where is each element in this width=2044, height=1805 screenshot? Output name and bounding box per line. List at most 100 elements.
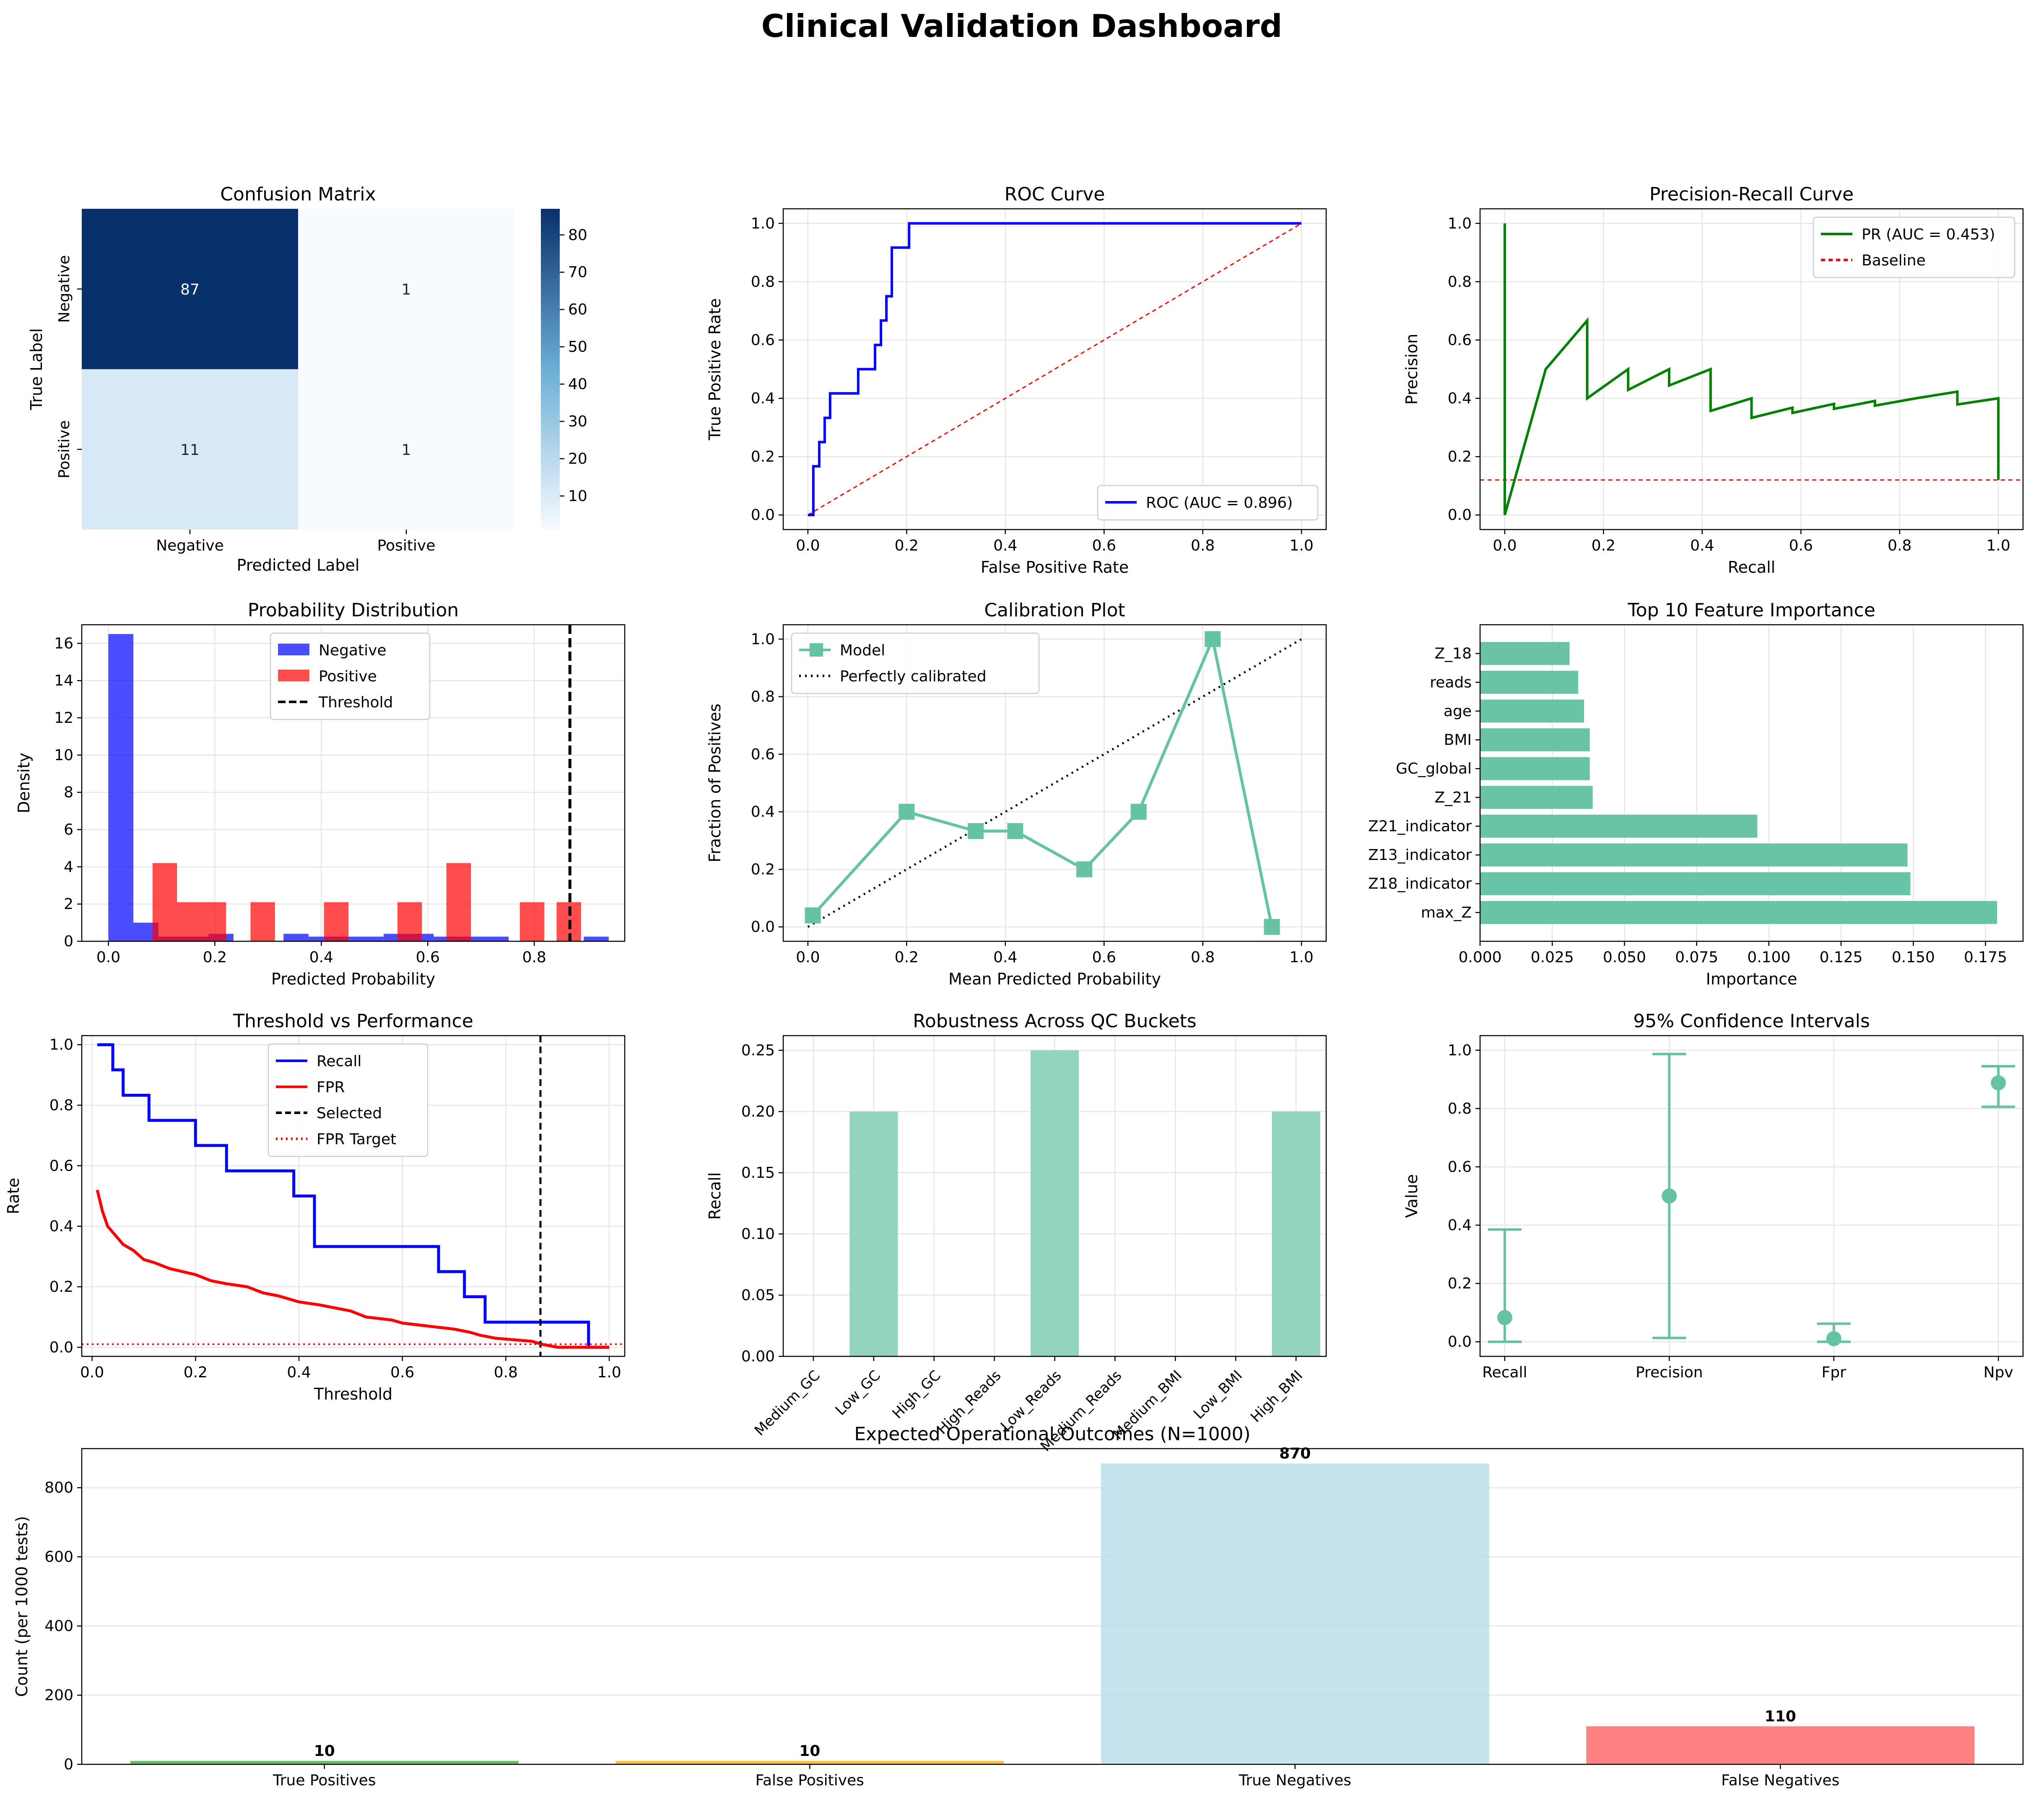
colorbar-tick-label: 60 [568, 301, 587, 318]
outcome-label: False Negatives [1721, 1772, 1839, 1789]
ci-point [1991, 1075, 2006, 1091]
y-tick-label: 0.25 [741, 1042, 775, 1059]
y-tick-label: 0.6 [49, 1157, 73, 1174]
feature-label: BMI [1444, 732, 1472, 749]
x-axis-label: Mean Predicted Probability [948, 970, 1161, 988]
y-tick-label: 0.0 [751, 506, 775, 524]
y-tick-label: 0.2 [1448, 1275, 1472, 1292]
legend-marker [810, 643, 823, 657]
x-tick-label: 0.2 [184, 1364, 208, 1381]
x-tick-label: Negative [156, 537, 224, 554]
pr-curve [1503, 223, 2000, 516]
y-tick-label: 0.0 [49, 1339, 73, 1356]
y-axis-label: Rate [4, 1178, 23, 1214]
outcome-bar [616, 1761, 1004, 1764]
hist-bar [283, 934, 309, 941]
feature-label: max_Z [1421, 904, 1472, 921]
x-tick-label: 0.8 [1191, 537, 1215, 554]
importance-bar [1480, 901, 1997, 924]
x-tick-label: 1.0 [1290, 537, 1314, 554]
y-tick-label: 1.0 [751, 215, 775, 232]
feature-label: Z21_indicator [1368, 818, 1472, 835]
dashboard-title: Clinical Validation Dashboard [761, 8, 1283, 44]
y-tick-label: 0.10 [741, 1226, 775, 1243]
y-tick-label: 0.2 [751, 861, 775, 878]
calibration-point [899, 804, 915, 820]
y-tick-label: 4 [64, 858, 73, 875]
x-tick-label: 0.0 [1493, 537, 1517, 554]
colorbar-tick-label: 30 [568, 413, 587, 430]
recall-bar [1272, 1112, 1320, 1356]
x-axis-label: Importance [1706, 970, 1797, 988]
hist-bar [519, 902, 545, 941]
chart-4: 0.0 0.2 0.4 0.6 0.8 1.0 0.0 0.2 0.4 0.6 0.8 1.0 Mode… [751, 624, 1327, 966]
axes-frame [1479, 624, 2024, 942]
x-axis-label: Threshold [314, 1385, 392, 1403]
feature-label: Z13_indicator [1368, 847, 1472, 864]
chart-9: 10 True Positives 10 False Positives 870 True… [44, 1445, 2024, 1789]
colorbar-tick-label: 50 [568, 338, 587, 356]
outcome-bar [1586, 1726, 1975, 1764]
x-tick-label: 0.0 [796, 949, 820, 966]
y-tick-label: 0.4 [1448, 1217, 1472, 1234]
outcome-value-label: 10 [314, 1743, 335, 1760]
chart-title: 95% Confidence Intervals [1633, 1010, 1870, 1032]
outcome-label: True Negatives [1239, 1772, 1351, 1789]
chart-6: 0.0 0.2 0.4 0.6 0.8 1.0 0.0 0.2 0.4 0.6 0.8 1.0 Reca… [49, 1035, 626, 1381]
calibration-point [1007, 823, 1023, 839]
importance-bar [1480, 757, 1590, 780]
hist-bar [177, 902, 202, 941]
y-tick-label: 0.4 [751, 803, 775, 821]
y-axis-label: Recall [706, 1172, 724, 1220]
calibration-point [1130, 804, 1147, 820]
recall-bar [849, 1112, 898, 1356]
x-axis-label: Recall [1728, 558, 1775, 577]
chart-title: Calibration Plot [984, 600, 1125, 621]
y-tick-label: 16 [54, 635, 73, 652]
feature-label: age [1444, 703, 1472, 720]
legend-label: Threshold [318, 694, 393, 711]
axes-frame [782, 208, 1327, 530]
x-tick-label: 0.8 [522, 949, 546, 966]
metric-label: Precision [1636, 1364, 1703, 1381]
importance-bar [1480, 642, 1570, 665]
y-tick-label: 2 [64, 896, 73, 913]
matrix-cell [298, 209, 514, 369]
matrix-cell [82, 209, 298, 369]
chart-1: 0.0 0.2 0.4 0.6 0.8 1.0 0.0 0.2 0.4 0.6 0.8 1.0 ROC … [751, 208, 1327, 554]
x-tick-label: 0.6 [416, 949, 440, 966]
legend-box [1097, 485, 1319, 521]
x-tick-label: 0.2 [895, 537, 919, 554]
hist-bar [152, 863, 177, 941]
x-tick-label: 0.2 [895, 949, 919, 966]
calibration-point [1076, 861, 1093, 878]
x-tick-label: 0.6 [390, 1364, 414, 1381]
cell-value: 87 [180, 281, 200, 298]
chart-2: 0.0 0.2 0.4 0.6 0.8 1.0 0.0 0.2 0.4 0.6 0.8 1.0 PR (… [1448, 208, 2024, 554]
feature-label: GC_global [1396, 760, 1472, 777]
feature-label: Z_18 [1435, 645, 1472, 662]
chart-title: Top 10 Feature Importance [1627, 600, 1875, 621]
x-tick-label: 0.175 [1964, 949, 2007, 966]
y-tick-label: 0.0 [751, 919, 775, 936]
y-tick-label: 0.6 [1448, 1158, 1472, 1176]
recall-curve [97, 1043, 609, 1349]
hist-bar [324, 902, 349, 941]
metric-label: Recall [1482, 1364, 1527, 1381]
x-axis-label: Predicted Label [237, 556, 360, 574]
y-tick-label: 8 [64, 784, 73, 801]
y-tick-label: 0.05 [741, 1287, 775, 1304]
colorbar [541, 209, 560, 530]
legend-label: Recall [317, 1053, 361, 1070]
importance-bar [1480, 699, 1584, 723]
metric-label: Fpr [1822, 1364, 1847, 1381]
hist-bar [358, 936, 384, 941]
outcome-label: True Positives [273, 1772, 376, 1789]
axes-frame [782, 624, 1327, 942]
chart-title: Probability Distribution [248, 600, 459, 621]
x-tick-label: 0.0 [80, 1364, 104, 1381]
y-tick-label: 12 [54, 709, 73, 727]
y-tick-label: 1.0 [1448, 1042, 1472, 1059]
x-tick-label: 0.4 [309, 949, 333, 966]
x-tick-label: 0.4 [1690, 537, 1714, 554]
